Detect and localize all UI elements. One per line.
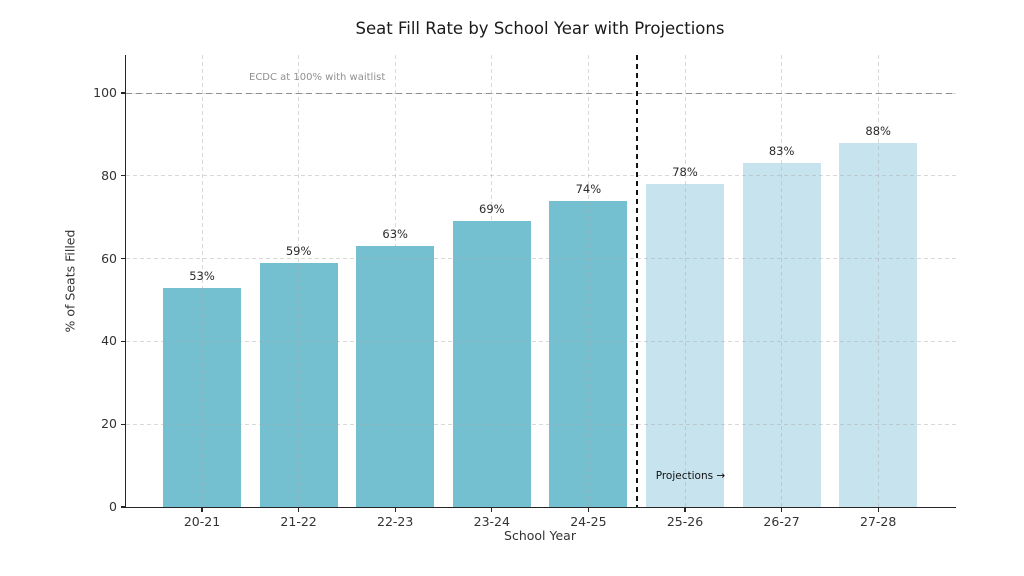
reference-line-label: ECDC at 100% with waitlist — [249, 72, 386, 83]
bar-25-26-projected — [646, 184, 724, 507]
bar-27-28-projected — [839, 142, 918, 507]
y-tick-label-80: 80 — [101, 167, 117, 183]
projections-annotation: Projections → — [655, 470, 726, 482]
x-tick-mark-27-28 — [877, 507, 879, 512]
bar-value-label-21-22: 59% — [285, 243, 312, 258]
y-tick-label-20: 20 — [101, 416, 117, 432]
x-tick-mark-24-25 — [587, 507, 589, 512]
x-tick-label-22-23: 22-23 — [377, 514, 414, 529]
x-tick-mark-25-26 — [684, 507, 686, 512]
x-tick-label-27-28: 27-28 — [860, 514, 897, 529]
y-axis-label: % of Seats Filled — [62, 229, 78, 333]
x-tick-label-25-26: 25-26 — [666, 514, 704, 529]
y-tick-label-0: 0 — [109, 499, 117, 514]
v-gridline-25-26 — [684, 55, 686, 507]
y-tick-mark-0 — [121, 506, 126, 508]
h-gridline-80 — [126, 175, 956, 177]
v-gridline-26-27 — [781, 55, 783, 507]
y-tick-mark-80 — [121, 175, 126, 177]
bar-24-25-actual — [549, 200, 628, 507]
y-tick-mark-40 — [121, 340, 126, 342]
bar-value-label-24-25: 74% — [575, 181, 602, 196]
x-tick-label-23-24: 23-24 — [473, 514, 510, 529]
bar-23-24-actual — [452, 221, 531, 507]
plot-area: ECDC at 100% with waitlist Projections →… — [93, 55, 956, 529]
v-gridline-27-28 — [877, 55, 879, 507]
x-axis-label: School Year — [504, 528, 576, 543]
v-gridline-23-24 — [491, 55, 493, 507]
y-tick-label-60: 60 — [101, 250, 117, 266]
bar-value-label-22-23: 63% — [382, 227, 408, 242]
h-gridline-20 — [126, 423, 956, 425]
h-gridline-60 — [126, 258, 956, 260]
bar-value-label-27-28: 88% — [865, 123, 891, 138]
x-tick-mark-22-23 — [394, 507, 396, 512]
chart-title: Seat Fill Rate by School Year with Proje… — [355, 19, 725, 38]
reference-line-100pct — [126, 92, 956, 94]
bar-value-label-23-24: 69% — [479, 202, 505, 217]
bar-20-21-actual — [163, 287, 241, 507]
bar-value-label-20-21: 53% — [189, 268, 215, 283]
y-tick-mark-20 — [121, 423, 126, 425]
v-gridline-21-22 — [298, 55, 300, 507]
y-tick-mark-100 — [121, 92, 126, 94]
bar-26-27-projected — [742, 163, 821, 507]
x-tick-label-24-25: 24-25 — [570, 514, 607, 529]
y-tick-label-40: 40 — [101, 333, 117, 349]
x-tick-label-20-21: 20-21 — [183, 514, 221, 529]
v-gridline-22-23 — [394, 55, 396, 507]
projection-divider-line — [635, 55, 638, 507]
bar-22-23-actual — [356, 246, 435, 507]
x-tick-mark-21-22 — [298, 507, 300, 512]
bar-value-label-26-27: 83% — [768, 144, 795, 159]
x-tick-mark-26-27 — [781, 507, 783, 512]
v-gridline-20-21 — [201, 55, 203, 507]
y-tick-mark-60 — [121, 258, 126, 260]
y-tick-label-100: 100 — [93, 85, 117, 100]
bar-21-22-actual — [259, 262, 338, 507]
h-gridline-40 — [126, 340, 956, 342]
v-gridline-24-25 — [587, 55, 589, 507]
x-tick-mark-20-21 — [201, 507, 203, 512]
x-tick-label-21-22: 21-22 — [280, 514, 317, 529]
x-tick-label-26-27: 26-27 — [763, 514, 800, 529]
bar-value-label-25-26: 78% — [672, 165, 698, 180]
x-tick-mark-23-24 — [491, 507, 493, 512]
